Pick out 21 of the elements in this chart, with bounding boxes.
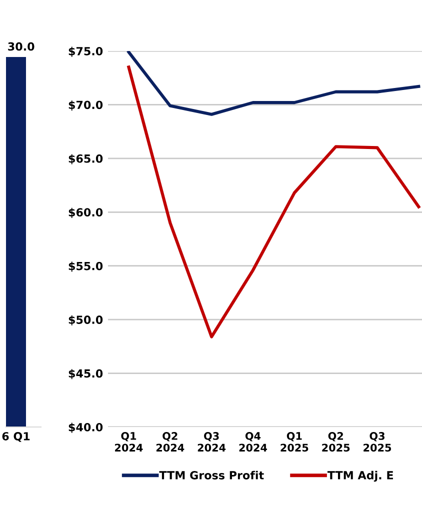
y-tick-label: $60.0 <box>68 208 103 218</box>
x-tick-label: Q2 2025 <box>322 432 350 452</box>
x-tick-label: Q4 2024 <box>239 432 268 452</box>
line-series <box>127 51 420 116</box>
x-tick-label: 6 Q1 <box>2 432 30 442</box>
y-tick-label: $55.0 <box>68 262 103 272</box>
y-tick-label: $65.0 <box>68 154 103 164</box>
x-tick-label: Q3 2024 <box>198 432 226 452</box>
y-tick-label: $50.0 <box>68 315 103 326</box>
legend-label: TTM Adj. E <box>327 470 393 482</box>
y-tick-label: $45.0 <box>68 369 103 380</box>
x-tick-label: Q1 2024 <box>115 432 143 452</box>
x-tick-label: Q1 2025 <box>280 432 308 452</box>
legend-label: TTM Gross Profit <box>159 470 264 480</box>
y-tick-label: $40.0 <box>68 422 103 433</box>
line-series <box>127 66 420 338</box>
x-tick-label: Q3 2025 <box>364 432 392 452</box>
x-tick-label: Q2 2024 <box>156 432 184 452</box>
data-label: 30.0 <box>8 42 34 51</box>
y-tick-label: $70.0 <box>68 100 103 111</box>
y-tick-label: $75.0 <box>68 46 103 57</box>
